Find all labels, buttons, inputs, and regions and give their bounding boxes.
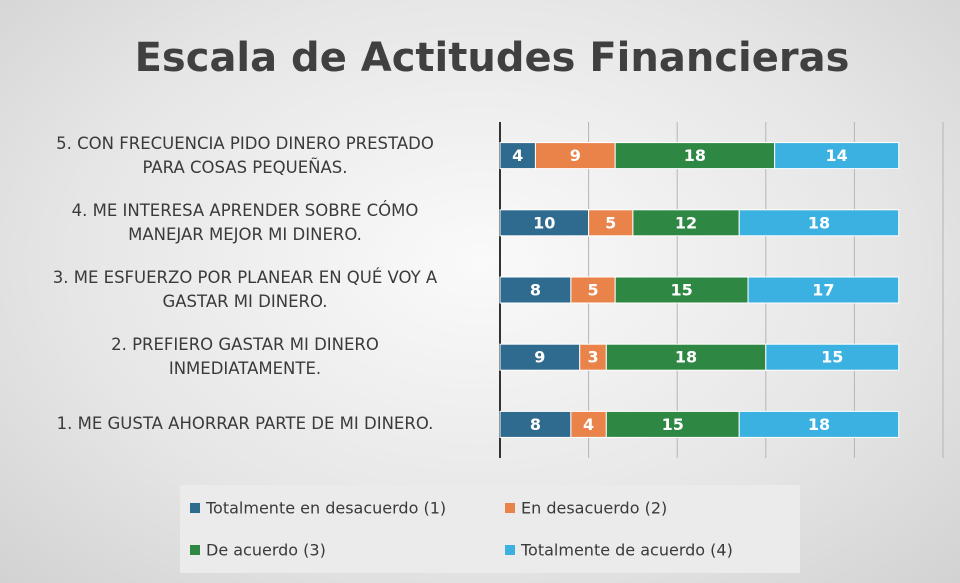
bar xyxy=(588,209,634,237)
data-label: 8 xyxy=(530,281,541,300)
bar xyxy=(605,410,740,438)
data-label: 10 xyxy=(533,213,555,232)
bar xyxy=(738,209,900,237)
bar xyxy=(738,410,900,438)
bar xyxy=(570,276,616,304)
data-label: 14 xyxy=(826,146,848,165)
data-label: 15 xyxy=(670,281,692,300)
data-label: 9 xyxy=(570,146,581,165)
bar xyxy=(499,209,590,237)
data-label: 12 xyxy=(675,213,697,232)
data-label: 18 xyxy=(684,146,706,165)
legend-swatch xyxy=(505,503,515,513)
bar xyxy=(614,276,749,304)
data-label: 4 xyxy=(583,415,594,434)
legend-label: Totalmente de acuerdo (4) xyxy=(520,541,733,560)
data-label: 17 xyxy=(812,281,834,300)
bar xyxy=(614,142,776,170)
bar xyxy=(747,276,900,304)
bar xyxy=(765,343,900,371)
legend-swatch xyxy=(190,545,200,555)
y-tick-label: 4. ME INTERESA APRENDER SOBRE CÓMO MANEJ… xyxy=(71,200,419,244)
legend-swatch xyxy=(505,545,515,555)
bar xyxy=(605,343,767,371)
data-label: 18 xyxy=(808,415,830,434)
data-label: 3 xyxy=(587,348,598,367)
data-label: 5 xyxy=(605,213,616,232)
data-label: 5 xyxy=(587,281,598,300)
bar xyxy=(632,209,740,237)
data-label: 4 xyxy=(512,146,523,165)
bar xyxy=(499,276,572,304)
legend-label: En desacuerdo (2) xyxy=(521,499,667,518)
y-tick-label: 2. PREFIERO GASTAR MI DINERO INMEDIATAME… xyxy=(111,335,379,379)
y-tick-label: 5. CON FRECUENCIA PIDO DINERO PRESTADO P… xyxy=(56,133,434,177)
bar xyxy=(534,142,616,170)
y-tick-label: 3. ME ESFUERZO POR PLANEAR EN QUÉ VOY A … xyxy=(52,268,438,311)
bar xyxy=(579,343,607,371)
legend-box xyxy=(180,485,800,573)
data-label: 9 xyxy=(534,348,545,367)
data-label: 15 xyxy=(662,415,684,434)
legend-label: De acuerdo (3) xyxy=(206,541,326,560)
data-label: 15 xyxy=(821,348,843,367)
legend-swatch xyxy=(190,503,200,513)
data-label: 8 xyxy=(530,415,541,434)
legend-label: Totalmente en desacuerdo (1) xyxy=(205,499,446,518)
data-label: 18 xyxy=(675,348,697,367)
bar xyxy=(774,142,900,170)
data-label: 18 xyxy=(808,213,830,232)
bar xyxy=(570,410,607,438)
chart-title: Escala de Actitudes Financieras xyxy=(135,35,850,81)
y-tick-label: 1. ME GUSTA AHORRAR PARTE DE MI DINERO. xyxy=(56,414,434,434)
